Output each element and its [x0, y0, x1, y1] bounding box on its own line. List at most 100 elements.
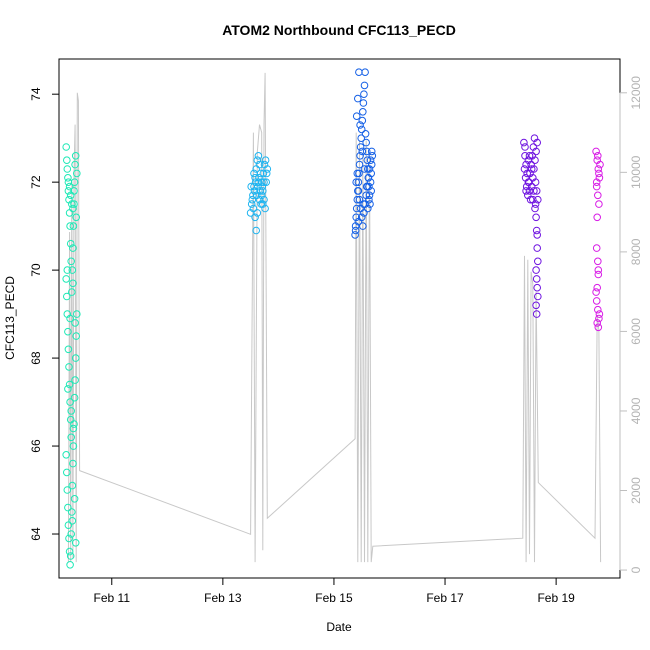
data-point: [69, 279, 77, 288]
data-point: [67, 257, 75, 266]
data-point: [68, 200, 76, 208]
data-point: [527, 165, 536, 173]
series-flight-1: [62, 143, 81, 569]
data-point: [64, 385, 72, 393]
data-point: [259, 187, 267, 195]
data-point: [355, 68, 363, 76]
data-point: [67, 530, 75, 538]
y2-tick-label: 12000: [629, 76, 643, 110]
data-point: [521, 143, 529, 151]
data-point: [69, 442, 78, 450]
data-point: [68, 517, 77, 525]
data-point: [360, 90, 368, 98]
y2-tick-label: 4000: [629, 397, 643, 424]
data-point: [64, 174, 72, 182]
data-point: [595, 314, 603, 323]
data-point: [353, 195, 362, 204]
data-point: [72, 213, 80, 222]
y-tick-label: 72: [29, 175, 43, 189]
x-tick-label: Feb 17: [426, 591, 464, 605]
y-tick-label: 70: [29, 263, 43, 277]
data-point: [366, 156, 375, 164]
y-axis-label: CFC113_PECD: [3, 276, 17, 360]
data-point: [526, 169, 534, 178]
data-point: [532, 187, 541, 195]
data-point: [253, 156, 262, 164]
data-point: [592, 288, 600, 296]
data-point: [593, 319, 602, 327]
data-point: [253, 182, 262, 191]
y-tick-label: 74: [29, 87, 43, 101]
data-point: [594, 270, 603, 279]
data-point: [260, 178, 268, 186]
data-point: [529, 143, 538, 151]
data-point: [595, 169, 603, 178]
data-point: [359, 108, 367, 116]
data-point: [68, 481, 77, 490]
data-point: [365, 165, 374, 173]
data-point: [360, 165, 369, 173]
data-point: [532, 266, 540, 274]
data-point: [66, 552, 75, 560]
data-point: [355, 195, 364, 204]
data-point: [70, 200, 78, 208]
y2-tick-label: 2000: [629, 477, 643, 504]
data-point: [64, 327, 72, 336]
data-point: [596, 160, 604, 169]
data-point: [362, 147, 371, 156]
data-point: [69, 459, 77, 468]
data-point: [73, 310, 81, 318]
data-point: [530, 134, 539, 142]
y2-axis: 0 2000 4000 6000 8000 10000 12000: [619, 76, 643, 573]
data-point: [253, 209, 262, 217]
data-point: [352, 112, 361, 120]
data-point: [532, 213, 540, 222]
data-point: [248, 195, 257, 204]
data-point: [254, 152, 263, 160]
data-point: [354, 178, 363, 186]
data-point: [533, 283, 542, 292]
data-point: [71, 376, 79, 384]
data-point: [594, 152, 602, 160]
y2-tick-label: 10000: [629, 155, 643, 189]
data-point: [368, 152, 377, 160]
data-point: [249, 204, 258, 213]
altitude-line: [67, 72, 602, 563]
data-point: [250, 182, 258, 191]
y-tick-label: 68: [29, 351, 43, 365]
data-point: [63, 292, 71, 301]
data-point: [594, 323, 603, 332]
data-point: [64, 503, 72, 512]
data-point: [247, 200, 256, 208]
data-point: [593, 283, 602, 292]
data-point: [533, 244, 542, 252]
data-point: [595, 200, 603, 208]
data-point: [367, 187, 376, 195]
data-point: [66, 314, 74, 323]
data-point: [69, 222, 78, 230]
data-point: [593, 213, 602, 222]
data-point: [357, 134, 366, 142]
data-point: [70, 495, 79, 503]
data-point: [65, 363, 73, 371]
x-axis: Feb 11 Feb 13 Feb 15 Feb 17 Feb 19: [94, 578, 575, 605]
data-point: [71, 160, 79, 169]
x-axis-label: Date: [326, 620, 352, 634]
x-tick-label: Feb 15: [315, 591, 353, 605]
data-point: [354, 217, 363, 226]
data-point: [261, 156, 270, 164]
data-point: [63, 156, 71, 164]
y-tick-label: 64: [29, 527, 43, 541]
data-point: [259, 200, 267, 208]
altitude-line-layer: [67, 72, 602, 563]
data-point: [532, 301, 540, 310]
data-point: [352, 204, 361, 213]
data-point: [65, 534, 73, 543]
data-point: [354, 94, 362, 103]
data-point: [361, 130, 370, 138]
data-point: [66, 398, 74, 406]
data-point: [62, 275, 70, 283]
data-point: [356, 121, 364, 129]
data-point: [356, 143, 365, 151]
data-point: [262, 178, 271, 186]
